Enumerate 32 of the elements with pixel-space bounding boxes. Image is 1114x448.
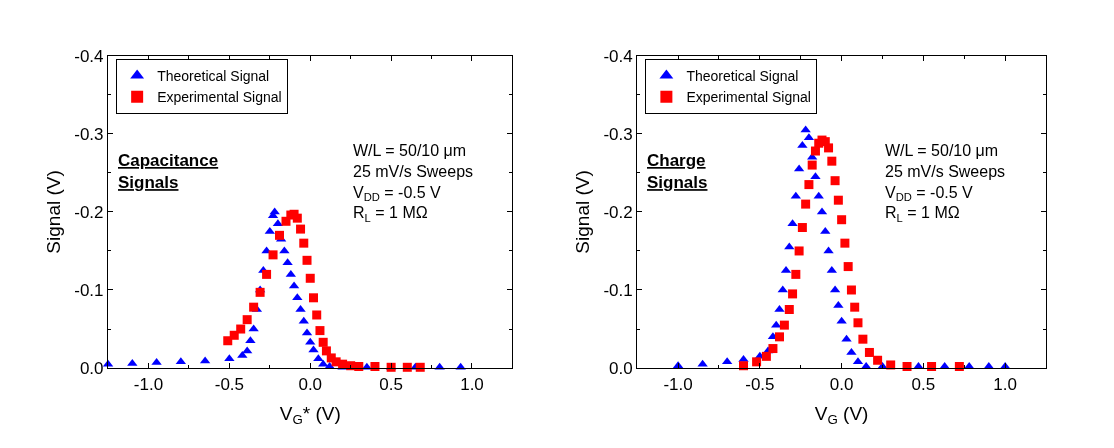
legend-label: Experimental Signal	[686, 89, 811, 106]
annotation: Charge Signals	[647, 151, 708, 193]
x-tick-label: 0.0	[298, 374, 323, 394]
x-tick-label: -1.0	[133, 374, 164, 394]
x-axis-title: V$_{G}$* (V)	[279, 403, 341, 428]
x-tick-label: 0.5	[379, 374, 403, 394]
x-axis-title: V$_{G}$ (V)	[814, 403, 869, 428]
annotation: Capacitance Signals	[118, 151, 219, 193]
y-tick-label: 0.0	[79, 359, 104, 379]
y-axis-title: Signal (V)	[43, 170, 65, 254]
y-tick-label: -0.2	[603, 202, 633, 222]
x-tick-label: -0.5	[214, 374, 245, 394]
y-tick-label: -0.4	[603, 46, 633, 66]
y-tick-label: -0.4	[74, 46, 104, 66]
text: W/L = 50/10 μm 25 mV/s Sweeps V$_{DD}$ = -0.5 V R$_{L}$ = 1 MΩ	[885, 142, 1006, 224]
x-tick-label: 0.0	[829, 374, 854, 394]
legend-label: Experimental Signal	[157, 89, 282, 106]
x-tick-label: 1.0	[460, 374, 484, 394]
y-axis-title: Signal (V)	[572, 170, 594, 254]
y-tick-label: -0.3	[603, 124, 633, 144]
y-tick-label: 0.0	[609, 359, 633, 379]
y-tick-label: -0.1	[603, 280, 633, 300]
y-tick-label: -0.1	[74, 280, 104, 300]
x-tick-label: 1.0	[993, 374, 1017, 394]
text: W/L = 50/10 μm 25 mV/s Sweeps V$_{DD}$ = -0.5 V R$_{L}$ = 1 MΩ	[353, 142, 474, 224]
x-tick-label: -1.0	[663, 374, 693, 394]
x-tick-label: 0.5	[911, 374, 936, 394]
y-tick-label: -0.3	[74, 124, 104, 144]
x-tick-label: -0.5	[745, 374, 775, 394]
y-tick-label: -0.2	[74, 202, 104, 222]
legend-label: Theoretical Signal	[686, 67, 799, 84]
legend-label: Theoretical Signal	[157, 67, 270, 84]
